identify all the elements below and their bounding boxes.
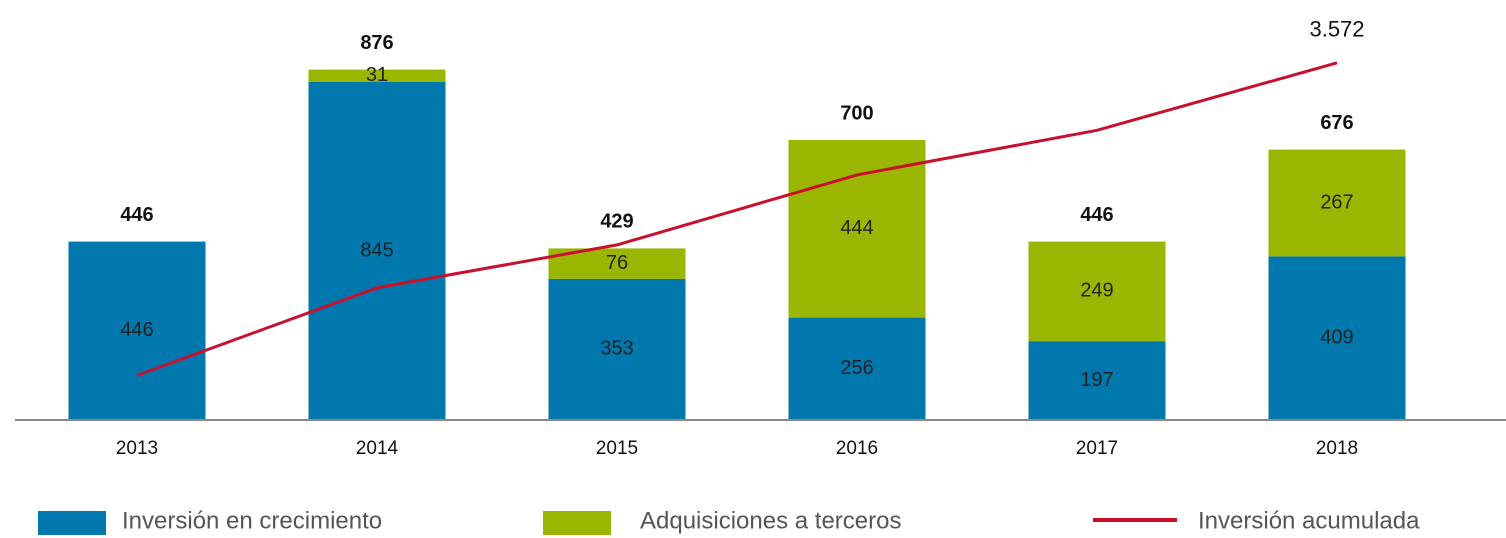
segment-label: 267	[1320, 191, 1353, 213]
segment-label: 446	[120, 319, 153, 341]
segment-label: 197	[1080, 369, 1113, 391]
legend-label: Inversión en crecimiento	[122, 507, 382, 534]
bar-segment	[308, 69, 446, 82]
x-tick-label: 2015	[596, 438, 638, 459]
legend-swatch	[543, 511, 611, 535]
x-tick-label: 2016	[836, 438, 878, 459]
segment-label: 76	[606, 252, 628, 274]
total-label: 446	[120, 204, 153, 226]
bar-segment	[1028, 341, 1166, 420]
line-value-label: 3.572	[1309, 17, 1364, 42]
x-tick-label: 2018	[1316, 438, 1358, 459]
x-tick-label: 2014	[356, 438, 399, 459]
total-label: 700	[840, 102, 873, 124]
segment-label: 845	[360, 239, 393, 261]
bar-segment	[788, 317, 926, 420]
bar-segment	[68, 241, 206, 420]
bar-segment	[1028, 241, 1166, 342]
total-label: 446	[1080, 204, 1113, 226]
x-tick-label: 2017	[1076, 438, 1118, 459]
segment-label: 353	[600, 338, 633, 360]
total-label: 676	[1320, 112, 1353, 134]
bar-segment	[788, 140, 926, 318]
segment-label: 256	[840, 357, 873, 379]
legend-label: Inversión acumulada	[1198, 507, 1420, 534]
bar-segment	[1268, 256, 1406, 420]
bar-segment	[548, 278, 686, 420]
segment-label: 249	[1080, 280, 1113, 302]
x-tick-label: 2013	[116, 438, 158, 459]
bar-segment	[308, 82, 446, 420]
line	[136, 61, 1338, 377]
total-label: 876	[360, 32, 393, 54]
bar-segment	[1268, 149, 1406, 257]
legend-swatch	[38, 511, 106, 535]
segment-label: 409	[1320, 326, 1353, 348]
segment-label: 31	[366, 64, 388, 86]
legend-swatch	[1093, 518, 1177, 522]
legend-label: Adquisiciones a terceros	[640, 507, 901, 534]
total-label: 429	[600, 211, 633, 233]
segment-label: 444	[840, 217, 873, 239]
